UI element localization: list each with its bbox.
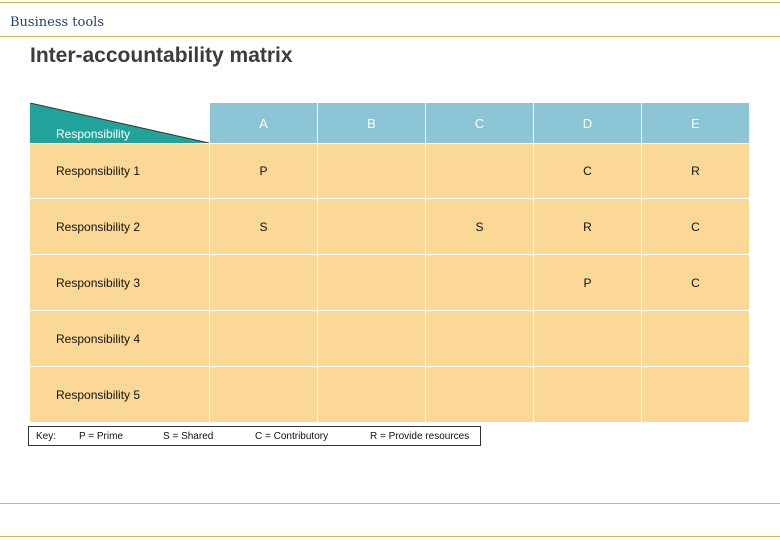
matrix-cell [209, 366, 318, 423]
header-rule [0, 36, 780, 37]
page-title: Inter-accountability matrix [30, 44, 293, 67]
row-label: Responsibility 4 [29, 310, 210, 367]
bottom-rule [0, 536, 780, 537]
row-label: Responsibility 1 [29, 143, 210, 199]
key-item-resources: R = Provide resources [370, 431, 470, 442]
table-row: Responsibility 2 S S R C [29, 198, 750, 255]
matrix-cell [641, 310, 750, 367]
matrix-cell: C [641, 198, 750, 255]
matrix-cell [425, 310, 534, 367]
corner-diagonal-shape [30, 103, 209, 143]
accountability-matrix: Team members Responsibility A B C D E Re… [29, 102, 750, 423]
matrix-cell [317, 143, 426, 199]
footer-rule [0, 503, 780, 504]
matrix-cell [209, 254, 318, 311]
matrix-cell: C [641, 254, 750, 311]
matrix-cell [425, 366, 534, 423]
matrix-cell [209, 310, 318, 367]
matrix-cell [425, 254, 534, 311]
matrix-cell: S [209, 198, 318, 255]
matrix-cell: R [641, 143, 750, 199]
matrix-cell [425, 143, 534, 199]
corner-team-label: Team members [120, 104, 203, 118]
header-row: Team members Responsibility A B C D E [29, 102, 750, 144]
table-row: Responsibility 3 P C [29, 254, 750, 311]
key-item-prime: P = Prime [79, 431, 123, 442]
key-label: Key: [36, 431, 57, 442]
matrix-cell: C [533, 143, 642, 199]
matrix-cell [317, 310, 426, 367]
matrix-cell [641, 366, 750, 423]
column-header-a: A [209, 102, 318, 144]
legend-key: Key: P = Prime S = Shared C = Contributo… [28, 426, 481, 446]
matrix-cell: R [533, 198, 642, 255]
matrix-cell: P [209, 143, 318, 199]
table-row: Responsibility 5 [29, 366, 750, 423]
key-item-shared: S = Shared [163, 431, 214, 442]
row-label: Responsibility 2 [29, 198, 210, 255]
key-item-contributory: C = Contributory [255, 431, 329, 442]
brand-label: Business tools [10, 15, 105, 30]
table-row: Responsibility 4 [29, 310, 750, 367]
matrix-cell: S [425, 198, 534, 255]
column-header-c: C [425, 102, 534, 144]
column-header-b: B [317, 102, 426, 144]
row-label: Responsibility 3 [29, 254, 210, 311]
column-header-e: E [641, 102, 750, 144]
row-label: Responsibility 5 [29, 366, 210, 423]
top-rule [0, 2, 780, 3]
matrix-cell [533, 310, 642, 367]
corner-cell: Team members Responsibility [29, 102, 210, 144]
matrix-cell [317, 198, 426, 255]
corner-responsibility-label: Responsibility [56, 127, 131, 141]
matrix-cell [317, 366, 426, 423]
matrix-cell: P [533, 254, 642, 311]
table-row: Responsibility 1 P C R [29, 143, 750, 199]
matrix-cell [317, 254, 426, 311]
matrix-cell [533, 366, 642, 423]
column-header-d: D [533, 102, 642, 144]
